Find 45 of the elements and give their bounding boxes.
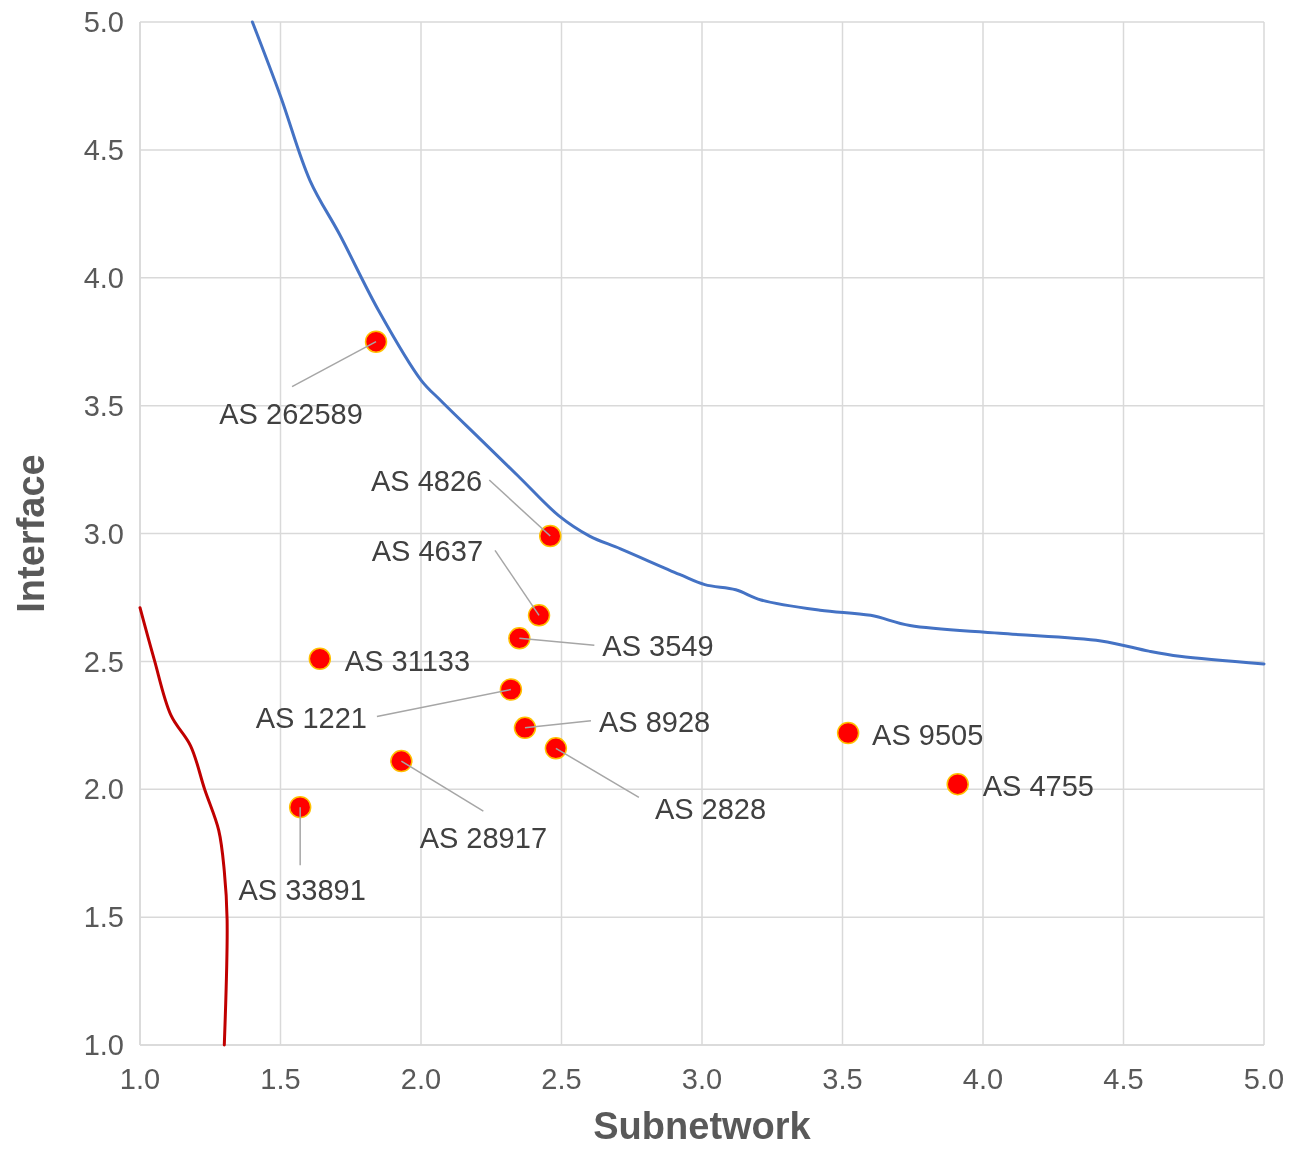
annotation: AS 2828 xyxy=(654,793,767,826)
annotation: AS 4637 xyxy=(371,535,484,568)
x-tick-label: 2.5 xyxy=(541,1063,582,1095)
point xyxy=(288,795,312,819)
line-series xyxy=(138,606,229,1047)
y-tick-label: 3.0 xyxy=(83,517,124,550)
point xyxy=(508,627,531,650)
annotation: AS 28917 xyxy=(419,822,548,855)
annotation: AS 9505 xyxy=(872,718,984,751)
point xyxy=(308,647,332,671)
point xyxy=(513,716,537,740)
y-tick-label: 4.5 xyxy=(83,134,124,167)
annotation: AS 3549 xyxy=(602,630,714,663)
y-tick-label: 5.0 xyxy=(83,6,124,39)
y-tick-label: 4.0 xyxy=(83,261,124,294)
y-axis-title: Interface xyxy=(10,454,52,613)
point xyxy=(390,749,413,773)
y-tick-label: 2.5 xyxy=(83,645,124,678)
x-tick-label: 2.0 xyxy=(400,1063,442,1095)
point xyxy=(539,524,562,548)
point xyxy=(527,604,551,627)
point xyxy=(364,330,388,353)
annotation: AS 33891 xyxy=(238,874,366,907)
point xyxy=(544,737,568,760)
annotation: AS 1221 xyxy=(255,701,367,734)
point xyxy=(946,772,969,796)
annotation: AS 31133 xyxy=(344,644,471,677)
annotation: AS 262589 xyxy=(219,397,363,430)
x-tick-label: 4.5 xyxy=(1103,1063,1144,1095)
x-tick-label: 5.0 xyxy=(1243,1063,1285,1095)
x-tick-label: 3.5 xyxy=(822,1063,863,1095)
point xyxy=(499,678,523,701)
x-tick-label: 4.0 xyxy=(962,1063,1004,1095)
annotation: AS 4755 xyxy=(982,770,1094,803)
y-tick-label: 1.5 xyxy=(83,901,124,934)
x-tick-label: 3.0 xyxy=(681,1063,723,1095)
point xyxy=(836,721,860,745)
annotation: AS 8928 xyxy=(598,705,711,738)
x-tick-label: 1.0 xyxy=(119,1063,161,1095)
annotation: AS 4826 xyxy=(370,465,483,498)
x-tick-label: 1.5 xyxy=(260,1063,301,1095)
y-tick-label: 3.5 xyxy=(83,389,124,422)
y-tick-label: 2.0 xyxy=(83,773,124,806)
y-tick-label: 1.0 xyxy=(83,1029,124,1062)
x-axis-title: Subnetwork xyxy=(593,1105,812,1147)
